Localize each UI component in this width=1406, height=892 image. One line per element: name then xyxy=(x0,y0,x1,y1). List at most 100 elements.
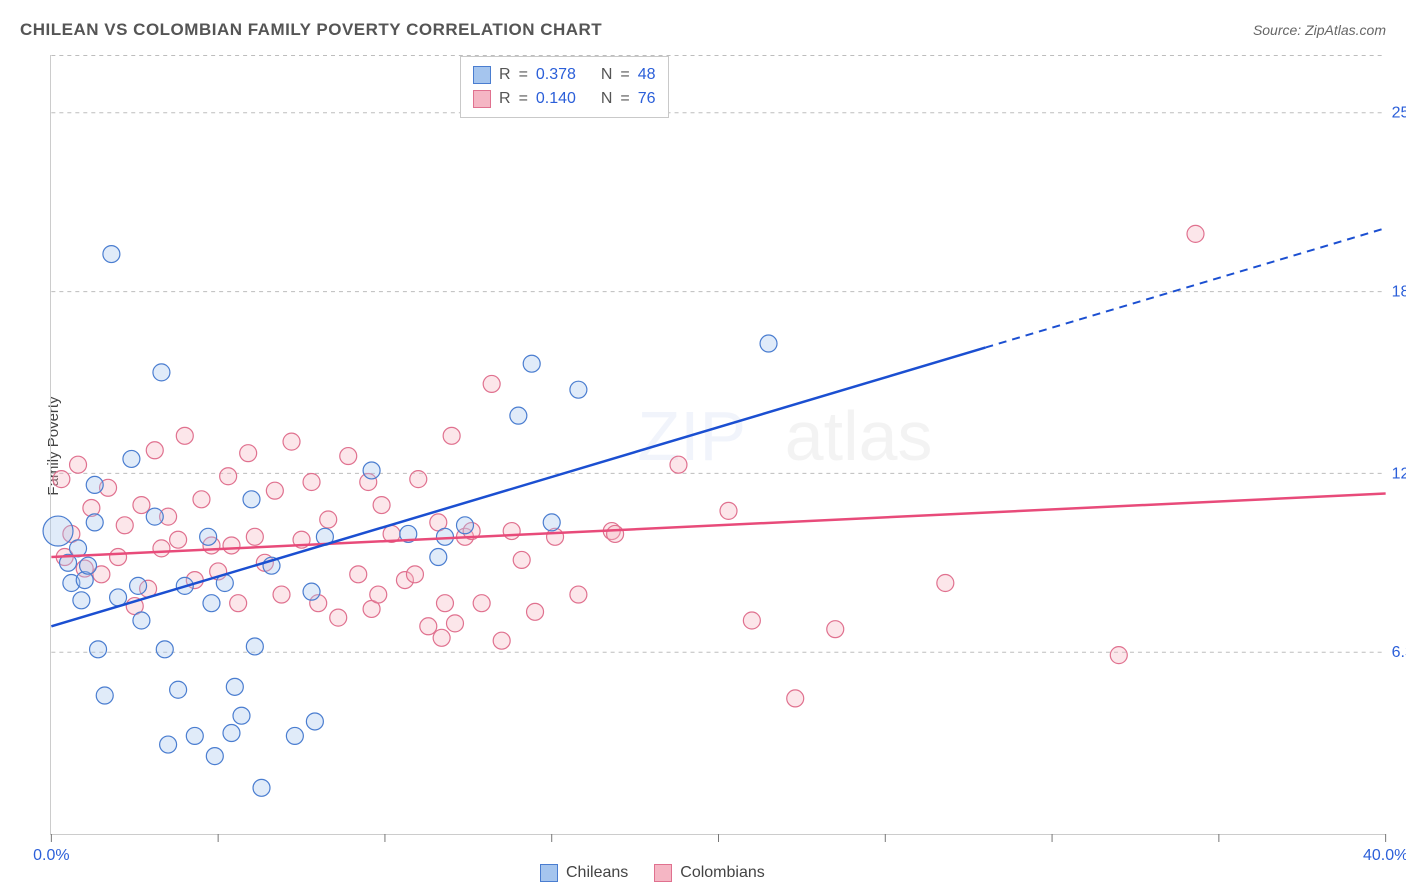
scatter-point-b xyxy=(193,491,210,508)
scatter-point-a xyxy=(363,462,380,479)
scatter-point-a xyxy=(133,612,150,629)
scatter-point-a xyxy=(160,736,177,753)
scatter-point-a xyxy=(243,491,260,508)
scatter-point-b xyxy=(420,618,437,635)
scatter-point-b xyxy=(350,566,367,583)
scatter-point-b xyxy=(1187,225,1204,242)
scatter-point-a xyxy=(43,516,73,546)
r-value-a: 0.378 xyxy=(536,66,576,84)
scatter-point-b xyxy=(720,502,737,519)
scatter-point-b xyxy=(330,609,347,626)
scatter-point-a xyxy=(226,678,243,695)
source-attribution: Source: ZipAtlas.com xyxy=(1253,22,1386,38)
stats-row-a: R = 0.378 N = 48 xyxy=(473,63,656,87)
scatter-point-a xyxy=(103,246,120,263)
scatter-point-a xyxy=(206,748,223,765)
scatter-point-b xyxy=(110,549,127,566)
x-tick-label-right: 40.0% xyxy=(1363,847,1406,864)
scatter-point-b xyxy=(116,517,133,534)
scatter-point-b xyxy=(827,621,844,638)
scatter-point-a xyxy=(223,725,240,742)
scatter-point-a xyxy=(146,508,163,525)
scatter-point-b xyxy=(246,528,263,545)
eq-a-r: = xyxy=(519,66,528,84)
scatter-point-a xyxy=(570,381,587,398)
chart-title: CHILEAN VS COLOMBIAN FAMILY POVERTY CORR… xyxy=(20,20,602,40)
scatter-point-a xyxy=(523,355,540,372)
scatter-point-a xyxy=(456,517,473,534)
swatch-b-icon xyxy=(654,864,672,882)
scatter-point-a xyxy=(86,514,103,531)
scatter-point-b xyxy=(320,511,337,528)
scatter-point-a xyxy=(543,514,560,531)
scatter-point-b xyxy=(410,471,427,488)
n-label-a: N xyxy=(601,66,613,84)
scatter-point-b xyxy=(370,586,387,603)
swatch-a-icon xyxy=(540,864,558,882)
y-tick-label: 12.5% xyxy=(1392,465,1406,482)
plot-svg: 6.3%12.5%18.8%25.0%0.0%40.0%ZIPatlas xyxy=(51,55,1386,834)
scatter-point-a xyxy=(203,595,220,612)
scatter-point-a xyxy=(246,638,263,655)
scatter-point-b xyxy=(266,482,283,499)
scatter-point-b xyxy=(303,474,320,491)
legend-item-b: Colombians xyxy=(654,864,764,882)
series-a-name: Chileans xyxy=(566,864,628,882)
n-value-b: 76 xyxy=(638,90,656,108)
scatter-point-b xyxy=(607,525,624,542)
scatter-point-b xyxy=(513,551,530,568)
scatter-point-a xyxy=(200,528,217,545)
scatter-point-a xyxy=(130,577,147,594)
eq-b-r: = xyxy=(519,90,528,108)
scatter-point-b xyxy=(436,595,453,612)
scatter-point-a xyxy=(186,727,203,744)
scatter-point-b xyxy=(373,497,390,514)
scatter-point-b xyxy=(133,497,150,514)
x-tick-label-left: 0.0% xyxy=(33,847,69,864)
scatter-point-b xyxy=(273,586,290,603)
scatter-point-a xyxy=(303,583,320,600)
trend-line-a-dashed xyxy=(985,228,1385,347)
source-name: ZipAtlas.com xyxy=(1305,22,1386,38)
scatter-point-b xyxy=(340,448,357,465)
scatter-point-b xyxy=(473,595,490,612)
scatter-point-a xyxy=(233,707,250,724)
eq-b-n: = xyxy=(620,90,629,108)
scatter-point-b xyxy=(230,595,247,612)
scatter-point-b xyxy=(670,456,687,473)
r-label-a: R xyxy=(499,66,511,84)
scatter-point-b xyxy=(146,442,163,459)
scatter-point-b xyxy=(443,427,460,444)
y-tick-label: 25.0% xyxy=(1392,105,1406,122)
scatter-point-a xyxy=(73,592,90,609)
scatter-point-b xyxy=(70,456,87,473)
scatter-point-b xyxy=(446,615,463,632)
scatter-point-a xyxy=(253,779,270,796)
scatter-point-b xyxy=(527,603,544,620)
scatter-point-b xyxy=(787,690,804,707)
legend-item-a: Chileans xyxy=(540,864,628,882)
n-value-a: 48 xyxy=(638,66,656,84)
scatter-point-b xyxy=(743,612,760,629)
n-label-b: N xyxy=(601,90,613,108)
scatter-point-b xyxy=(223,537,240,554)
scatter-point-b xyxy=(170,531,187,548)
trend-line-a-solid xyxy=(51,348,985,627)
stats-legend-box: R = 0.378 N = 48 R = 0.140 N = 76 xyxy=(460,56,669,118)
scatter-point-b xyxy=(220,468,237,485)
swatch-a-icon xyxy=(473,66,491,84)
scatter-point-a xyxy=(170,681,187,698)
scatter-point-b xyxy=(1110,647,1127,664)
scatter-point-a xyxy=(80,557,97,574)
scatter-point-a xyxy=(156,641,173,658)
scatter-point-a xyxy=(96,687,113,704)
plot-area: 6.3%12.5%18.8%25.0%0.0%40.0%ZIPatlas xyxy=(50,55,1386,835)
scatter-point-b xyxy=(240,445,257,462)
scatter-point-b xyxy=(53,471,70,488)
scatter-point-a xyxy=(510,407,527,424)
swatch-b-icon xyxy=(473,90,491,108)
scatter-point-b xyxy=(493,632,510,649)
scatter-point-b xyxy=(570,586,587,603)
scatter-point-b xyxy=(483,375,500,392)
scatter-point-a xyxy=(90,641,107,658)
